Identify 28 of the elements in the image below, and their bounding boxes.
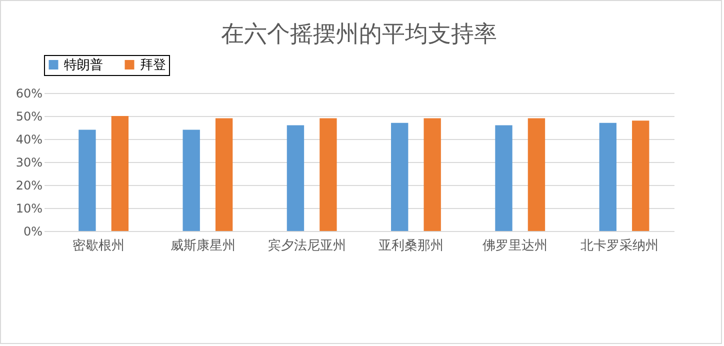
bar bbox=[78, 130, 96, 231]
chart-title: 在六个摇摆州的平均支持率 bbox=[221, 22, 497, 48]
legend-label: 特朗普 bbox=[64, 56, 103, 73]
bar bbox=[182, 130, 200, 231]
x-tick-label: 宾夕法尼亚州 bbox=[268, 238, 346, 254]
bar bbox=[286, 125, 304, 231]
y-tick-label: 0% bbox=[23, 224, 42, 238]
x-tick-label: 北卡罗采纳州 bbox=[580, 238, 658, 254]
y-tick-label: 40% bbox=[16, 132, 42, 146]
bar bbox=[320, 118, 337, 231]
bar bbox=[424, 118, 441, 231]
bar bbox=[599, 122, 616, 231]
bar bbox=[528, 118, 546, 231]
bar bbox=[215, 118, 233, 231]
y-tick-label: 50% bbox=[16, 110, 42, 124]
y-tick-label: 20% bbox=[16, 178, 42, 192]
y-tick-label: 30% bbox=[16, 156, 42, 170]
x-tick-label: 佛罗里达州 bbox=[482, 238, 548, 254]
y-tick-label: 60% bbox=[16, 86, 42, 100]
bar bbox=[632, 120, 650, 231]
bar bbox=[495, 125, 512, 231]
x-tick-label: 密歇根州 bbox=[72, 238, 125, 254]
x-tick-label: 威斯康星州 bbox=[170, 238, 236, 254]
y-tick-label: 10% bbox=[16, 202, 42, 216]
bar bbox=[111, 116, 129, 231]
legend-label: 拜登 bbox=[140, 58, 166, 73]
bar bbox=[391, 122, 408, 231]
x-tick-label: 亚利桑那州 bbox=[378, 238, 444, 254]
